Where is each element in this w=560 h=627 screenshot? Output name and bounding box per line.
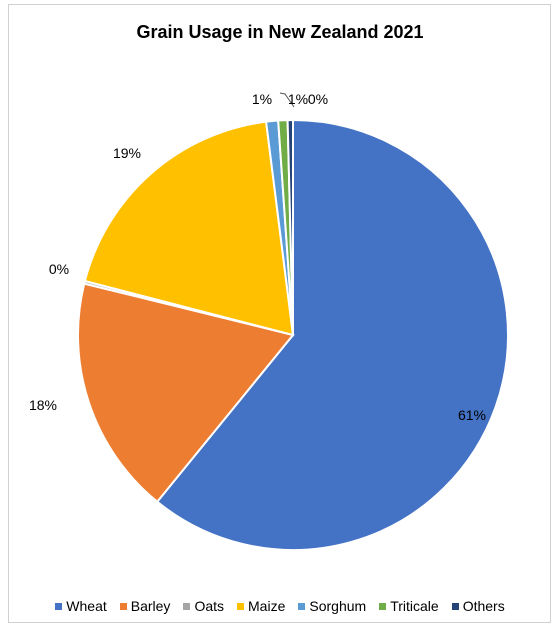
legend-label: Barley: [130, 598, 171, 614]
legend-label: Sorghum: [309, 598, 367, 614]
chart-legend: Wheat Barley Oats Maize Sorghum Triticale Othe…: [0, 598, 560, 614]
legend-swatch: [379, 602, 387, 610]
legend-swatch: [298, 602, 306, 610]
data-label-others: 0%: [308, 91, 328, 107]
legend-label: Wheat: [66, 598, 107, 614]
data-label-triticale: 1%: [288, 91, 308, 107]
legend-swatch: [451, 602, 459, 610]
pie-slice-maize: [83, 120, 295, 337]
legend-item-others: Others: [451, 598, 505, 614]
legend-swatch: [237, 602, 245, 610]
legend-item-triticale: Triticale: [379, 598, 439, 614]
legend-item-oats: Oats: [183, 598, 224, 614]
chart-title: Grain Usage in New Zealand 2021: [136, 22, 424, 42]
legend-swatch: [55, 602, 63, 610]
data-label-barley: 18%: [29, 397, 57, 413]
legend-label: Oats: [194, 598, 225, 614]
legend-item-barley: Barley: [119, 598, 171, 614]
data-label-wheat: 61%: [458, 407, 486, 423]
data-label-oats: 0%: [49, 261, 69, 277]
pie-slice-wheat: [155, 118, 509, 551]
legend-item-maize: Maize: [237, 598, 285, 614]
pie-slice-barley: [77, 282, 295, 504]
legend-label: Maize: [248, 598, 286, 614]
pie-slice-others: [286, 118, 294, 336]
legend-swatch: [119, 602, 127, 610]
legend-swatch: [183, 602, 191, 610]
leader-line: [279, 92, 295, 108]
data-label-maize: 19%: [113, 145, 141, 161]
legend-label: Others: [462, 598, 505, 614]
data-label-sorghum: 1%: [252, 91, 272, 107]
legend-item-sorghum: Sorghum: [298, 598, 366, 614]
legend-label: Triticale: [390, 598, 439, 614]
legend-item-wheat: Wheat: [55, 598, 107, 614]
